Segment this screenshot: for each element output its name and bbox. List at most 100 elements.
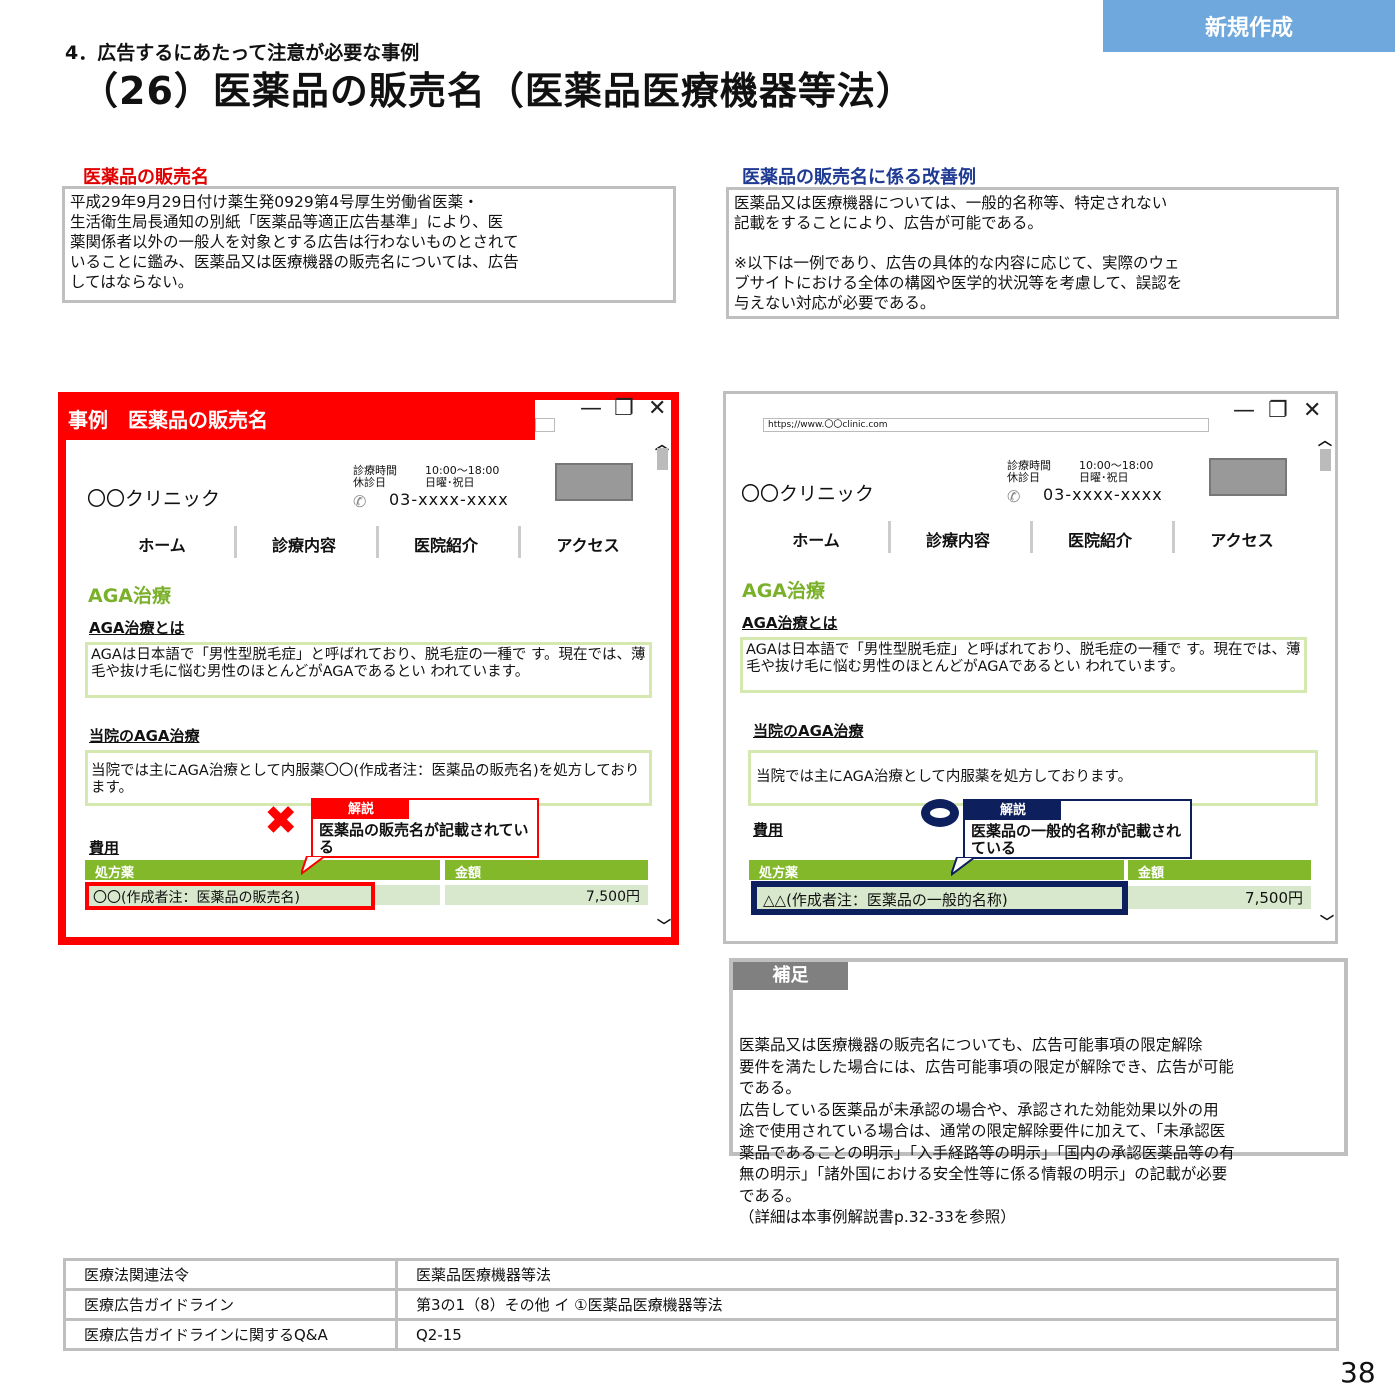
closed-text: 日曜･祝日 (425, 476, 475, 489)
ref-label: 医療法関連法令 (63, 1258, 398, 1291)
ref-value: Q2-15 (395, 1318, 1339, 1351)
url-bar[interactable] (535, 418, 555, 432)
nav-about[interactable]: 医院紹介 (1067, 531, 1132, 550)
close-icon[interactable]: ✕ (648, 396, 667, 421)
cost-heading: 費用 (89, 839, 120, 857)
hours-label: 診療時間 休診日 (353, 465, 397, 489)
nav-divider (376, 526, 379, 558)
about-text: AGAは日本語で「男性型脱毛症」と呼ばれており、脱毛症の一種で す。現在では、薄… (85, 642, 652, 698)
scrollbar[interactable] (1320, 449, 1331, 471)
minimize-icon[interactable]: — (1233, 398, 1255, 423)
nav-about[interactable]: 医院紹介 (413, 536, 478, 555)
ours-heading: 当院のAGA治療 (753, 722, 864, 740)
col-drug: 処方薬 (749, 860, 1124, 881)
left-section-text: 平成29年9月29日付け薬生発0929第4号厚生労働省医薬・ 生活衛生局長通知の… (62, 186, 676, 303)
scroll-down-icon[interactable]: ﹀ (1320, 915, 1334, 931)
hours-label-text: 診療時間 (1007, 459, 1051, 472)
nav-services[interactable]: 診療内容 (925, 531, 990, 550)
supplement-text: 医薬品又は医療機器の販売名についても、広告可能事項の限定解除 要件を満たした場合… (739, 1036, 1235, 1226)
clinic-name: 〇〇クリニック (87, 488, 221, 510)
restore-icon[interactable]: ❐ (1268, 398, 1288, 423)
ref-label: 医療広告ガイドラインに関するQ&A (63, 1318, 398, 1351)
ref-label: 医療広告ガイドライン (63, 1288, 398, 1321)
circle-icon (921, 799, 959, 827)
example-banner: 事例 医薬品の販売名 (58, 392, 535, 440)
phone-icon: ✆ (353, 492, 367, 511)
hours-text: 10:00～18:00 (1079, 459, 1154, 472)
hours-label: 診療時間 休診日 (1007, 460, 1051, 484)
ref-value: 第3の1（8）その他 イ ①医薬品医療機器等法 (395, 1288, 1339, 1321)
about-heading: AGA治療とは (89, 619, 185, 637)
ref-value: 医薬品医療機器等法 (395, 1258, 1339, 1291)
nav-divider (1172, 521, 1175, 553)
close-icon[interactable]: ✕ (1303, 398, 1322, 423)
phone-icon: ✆ (1007, 487, 1021, 506)
ours-heading: 当院のAGA治療 (89, 727, 200, 745)
callout-text: 医薬品の販売名が記載されている (319, 821, 529, 856)
hours-value: 10:00～18:00 日曜･祝日 (1079, 460, 1153, 484)
right-section-text: 医薬品又は医療機器については、一般的名称等、特定されない 記載をすることにより、… (726, 187, 1339, 319)
closed-label-text: 休診日 (353, 476, 386, 489)
new-create-button[interactable]: 新規作成 (1103, 0, 1395, 52)
cost-heading: 費用 (753, 821, 784, 839)
nav-services[interactable]: 診療内容 (271, 536, 336, 555)
table-row: 医療法関連法令 医薬品医療機器等法 (63, 1258, 1339, 1291)
callout-bad: 解説 医薬品の販売名が記載されている (311, 798, 539, 858)
col-price: 金額 (445, 860, 648, 881)
nav-divider (1030, 521, 1033, 553)
closed-text: 日曜･祝日 (1079, 471, 1129, 484)
nav-divider (518, 526, 521, 558)
mail-icon[interactable] (1209, 458, 1287, 496)
scroll-up-icon[interactable]: ︿ (1318, 433, 1332, 449)
col-drug: 処方薬 (85, 860, 440, 881)
reference-table: 医療法関連法令 医薬品医療機器等法 医療広告ガイドライン 第3の1（8）その他 イ … (63, 1258, 1339, 1351)
restore-icon[interactable]: ❐ (614, 396, 634, 421)
about-heading: AGA治療とは (742, 614, 838, 632)
closed-label-text: 休診日 (1007, 471, 1040, 484)
aga-heading: AGA治療 (88, 585, 172, 607)
nav-divider (234, 526, 237, 558)
col-price: 金額 (1128, 860, 1311, 881)
about-text: AGAは日本語で「男性型脱毛症」と呼ばれており、脱毛症の一種で す。現在では、薄… (740, 637, 1307, 693)
scrollbar[interactable] (657, 448, 668, 470)
right-section-label: 医薬品の販売名に係る改善例 (742, 167, 976, 188)
nav-access[interactable]: アクセス (556, 536, 620, 555)
drug-cell: △△(作成者注：医薬品の一般的名称) (751, 881, 1128, 915)
supplement-heading: 補足 (733, 962, 848, 990)
nav-home[interactable]: ホーム (792, 531, 840, 550)
url-bar[interactable]: https;//www.〇〇clinic.com (763, 418, 1209, 432)
callout-good: 解説 医薬品の一般的名称が記載されている (963, 799, 1192, 859)
ours-text: 当院では主にAGA治療として内服薬を処方しております。 (748, 750, 1318, 806)
left-section-label: 医薬品の販売名 (83, 167, 209, 188)
cross-icon: ✖ (264, 798, 298, 844)
price-cell: 7,500円 (445, 885, 648, 905)
callout-tail (301, 856, 327, 876)
scroll-down-icon[interactable]: ﹀ (657, 919, 671, 935)
callout-tab: 解説 (313, 800, 409, 819)
bad-example-browser: 事例 医薬品の販売名 — ❐ ✕ ︿ ﹀ 〇〇クリニック 診療時間 休診日 10:… (58, 392, 679, 945)
mail-icon[interactable] (555, 463, 633, 501)
supplement-box: 補足 医薬品又は医療機器の販売名についても、広告可能事項の限定解除 要件を満たし… (729, 958, 1348, 1226)
nav-divider (888, 521, 891, 553)
nav-home[interactable]: ホーム (138, 536, 186, 555)
page-title: （26）医薬品の販売名（医薬品医療機器等法） (80, 69, 915, 113)
page-number: 38 (1340, 1356, 1376, 1389)
section-heading: 4．広告するにあたって注意が必要な事例 (65, 42, 420, 64)
phone-number: 03-xxxx-xxxx (389, 490, 509, 509)
drug-cell: 〇〇(作成者注：医薬品の販売名) (85, 882, 375, 910)
clinic-name: 〇〇クリニック (741, 483, 875, 505)
nav-access[interactable]: アクセス (1210, 531, 1274, 550)
callout-text: 医薬品の一般的名称が記載されている (971, 822, 1182, 857)
hours-value: 10:00～18:00 日曜･祝日 (425, 465, 499, 489)
table-row: 医療広告ガイドラインに関するQ&A Q2-15 (63, 1318, 1339, 1351)
aga-heading: AGA治療 (742, 580, 826, 602)
table-row: 医療広告ガイドライン 第3の1（8）その他 イ ①医薬品医療機器等法 (63, 1288, 1339, 1321)
callout-tab: 解説 (965, 801, 1061, 820)
callout-tail (951, 857, 977, 877)
hours-label-text: 診療時間 (353, 464, 397, 477)
good-example-browser: https;//www.〇〇clinic.com — ❐ ✕ ︿ ﹀ 〇〇クリニ… (723, 391, 1338, 944)
hours-text: 10:00～18:00 (425, 464, 500, 477)
minimize-icon[interactable]: — (580, 396, 602, 421)
price-cell: 7,500円 (1128, 886, 1311, 909)
phone-number: 03-xxxx-xxxx (1043, 485, 1163, 504)
